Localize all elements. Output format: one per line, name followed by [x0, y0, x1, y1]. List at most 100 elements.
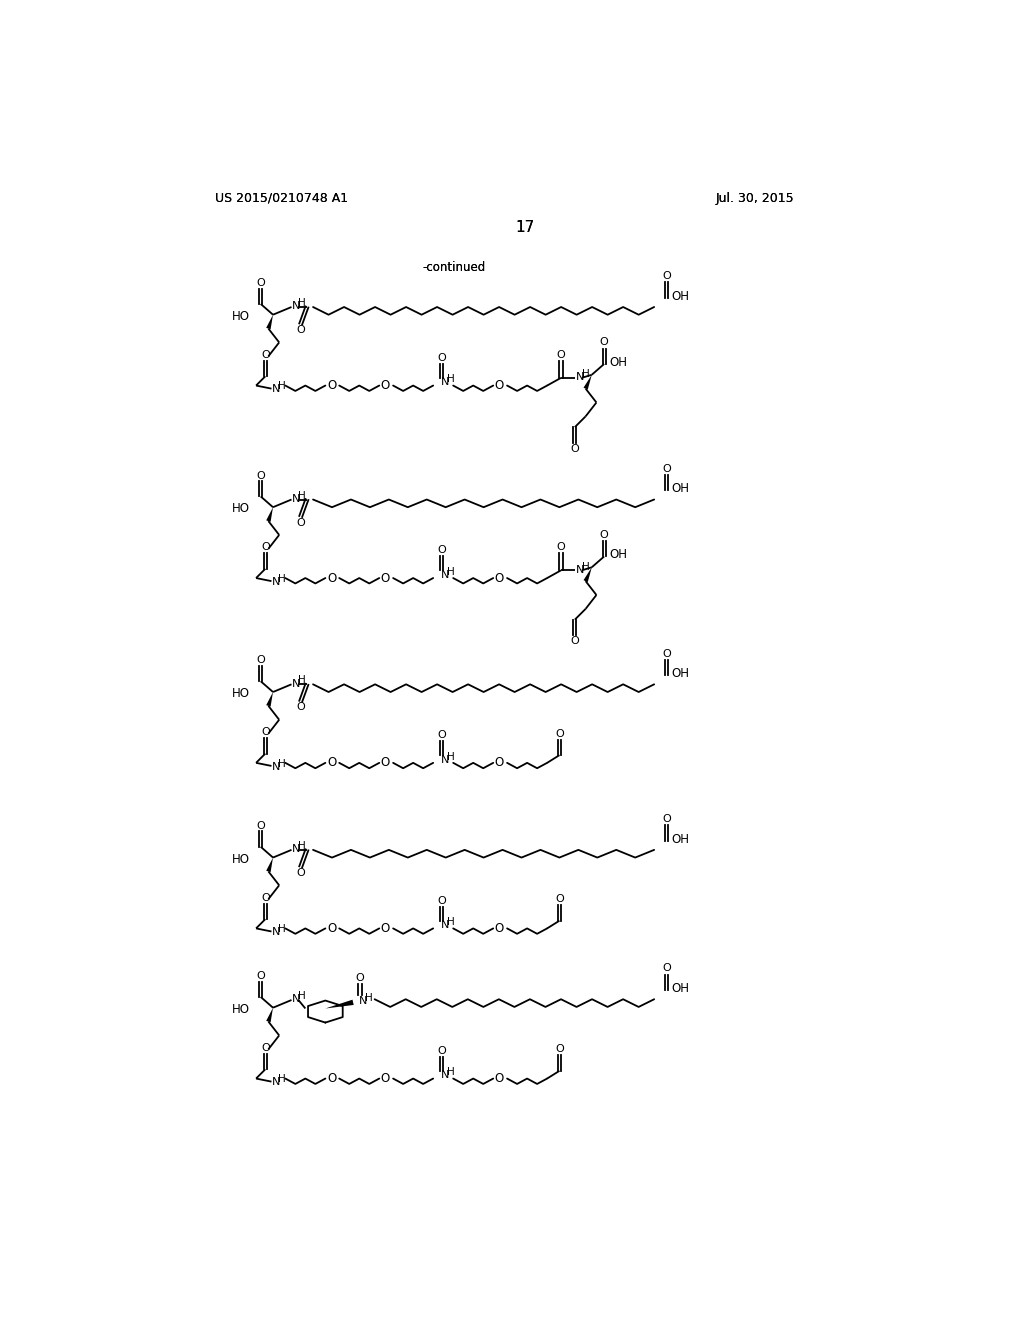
Text: -continued: -continued	[422, 261, 485, 275]
Text: H: H	[447, 917, 455, 927]
Text: O: O	[261, 543, 269, 552]
Text: O: O	[355, 973, 365, 982]
Text: O: O	[495, 1072, 504, 1085]
Text: HO: HO	[231, 502, 250, 515]
Text: O: O	[327, 572, 336, 585]
Text: H: H	[298, 841, 306, 851]
Text: O: O	[437, 545, 446, 556]
Text: O: O	[327, 379, 336, 392]
Text: O: O	[663, 271, 671, 281]
Text: O: O	[296, 517, 305, 528]
Polygon shape	[584, 568, 592, 582]
Text: N: N	[292, 678, 301, 689]
Polygon shape	[584, 375, 592, 389]
Text: O: O	[381, 572, 390, 585]
Text: O: O	[600, 529, 608, 540]
Text: O: O	[495, 921, 504, 935]
Text: -continued: -continued	[422, 261, 485, 275]
Text: H: H	[366, 993, 373, 1003]
Text: N: N	[272, 762, 281, 772]
Text: H: H	[279, 574, 286, 583]
Text: H: H	[279, 1074, 286, 1084]
Text: O: O	[381, 756, 390, 770]
Text: N: N	[441, 378, 450, 388]
Text: OH: OH	[609, 356, 627, 370]
Text: H: H	[447, 751, 455, 762]
Text: OH: OH	[609, 548, 627, 561]
Text: O: O	[495, 756, 504, 770]
Text: H: H	[447, 1068, 455, 1077]
Text: OH: OH	[672, 667, 689, 680]
Text: O: O	[600, 338, 608, 347]
Text: Jul. 30, 2015: Jul. 30, 2015	[716, 191, 795, 205]
Text: N: N	[272, 577, 281, 587]
Text: O: O	[663, 964, 671, 973]
Text: O: O	[557, 543, 565, 552]
Text: OH: OH	[672, 482, 689, 495]
Text: HO: HO	[231, 310, 250, 323]
Text: HO: HO	[231, 686, 250, 700]
Text: H: H	[279, 381, 286, 391]
Polygon shape	[266, 1007, 273, 1022]
Text: N: N	[292, 494, 301, 504]
Text: H: H	[298, 676, 306, 685]
Text: H: H	[279, 924, 286, 935]
Text: N: N	[272, 384, 281, 395]
Polygon shape	[266, 314, 273, 329]
Text: O: O	[256, 279, 265, 288]
Text: H: H	[582, 370, 590, 379]
Text: N: N	[441, 570, 450, 579]
Text: O: O	[495, 572, 504, 585]
Text: O: O	[256, 471, 265, 480]
Text: N: N	[272, 1077, 281, 1088]
Text: O: O	[381, 1072, 390, 1085]
Polygon shape	[266, 858, 273, 873]
Polygon shape	[266, 692, 273, 706]
Polygon shape	[326, 999, 353, 1008]
Text: O: O	[557, 350, 565, 360]
Text: N: N	[441, 920, 450, 931]
Text: N: N	[359, 995, 368, 1006]
Text: O: O	[261, 727, 269, 737]
Text: US 2015/0210748 A1: US 2015/0210748 A1	[215, 191, 348, 205]
Text: H: H	[279, 759, 286, 768]
Text: O: O	[296, 702, 305, 713]
Text: O: O	[381, 379, 390, 392]
Text: O: O	[437, 896, 446, 906]
Text: O: O	[256, 656, 265, 665]
Text: O: O	[437, 730, 446, 741]
Text: O: O	[327, 756, 336, 770]
Text: OH: OH	[672, 833, 689, 846]
Text: O: O	[261, 892, 269, 903]
Text: 17: 17	[515, 220, 535, 235]
Text: O: O	[261, 1043, 269, 1053]
Text: H: H	[298, 298, 306, 308]
Text: N: N	[292, 301, 301, 312]
Text: O: O	[381, 921, 390, 935]
Text: H: H	[447, 566, 455, 577]
Text: O: O	[296, 869, 305, 878]
Text: O: O	[256, 972, 265, 981]
Text: H: H	[447, 375, 455, 384]
Text: O: O	[437, 1045, 446, 1056]
Text: O: O	[663, 648, 671, 659]
Text: O: O	[570, 636, 580, 647]
Text: O: O	[570, 444, 580, 454]
Text: N: N	[441, 755, 450, 764]
Text: Jul. 30, 2015: Jul. 30, 2015	[716, 191, 795, 205]
Text: US 2015/0210748 A1: US 2015/0210748 A1	[215, 191, 348, 205]
Text: HO: HO	[231, 853, 250, 866]
Text: H: H	[582, 561, 590, 572]
Text: O: O	[495, 379, 504, 392]
Text: O: O	[261, 350, 269, 360]
Text: H: H	[298, 491, 306, 500]
Text: OH: OH	[672, 982, 689, 995]
Text: N: N	[292, 843, 301, 854]
Text: O: O	[296, 325, 305, 335]
Polygon shape	[266, 507, 273, 521]
Text: N: N	[272, 927, 281, 937]
Text: O: O	[327, 1072, 336, 1085]
Text: O: O	[256, 821, 265, 832]
Text: OH: OH	[672, 289, 689, 302]
Text: HO: HO	[231, 1003, 250, 1016]
